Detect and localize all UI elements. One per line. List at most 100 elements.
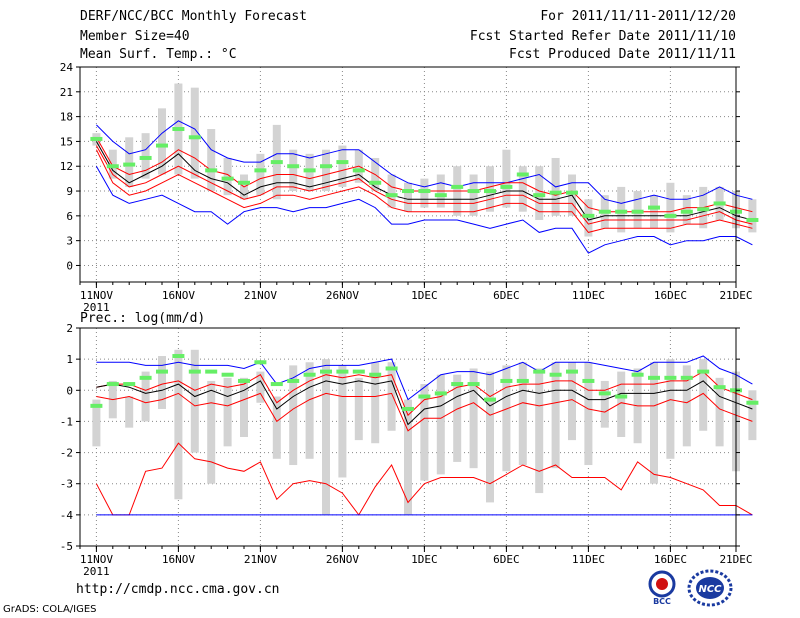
temp-lower2-line [95,149,753,233]
temp-mean-line [95,141,753,221]
temp-ytick-label: 18 [60,111,73,124]
temp-xtick-label: 21DEC [719,289,752,302]
prec-observed-marker [582,378,595,383]
website-url[interactable]: http://cmdp.ncc.cma.gov.cn [76,582,280,597]
temp-observed-marker [90,136,103,141]
temp-spread-box [518,166,527,212]
temp-observed-marker [188,135,201,140]
temp-year-label: 2011 [83,301,110,314]
prec-observed-marker [287,378,300,383]
temp-min-line [95,165,753,254]
temp-observed-marker [533,193,546,198]
produced-date: Fcst Produced Date 2011/11/11 [509,47,736,62]
temp-observed-marker [467,189,480,194]
prec-observed-marker [500,378,513,383]
temp-spread-box [666,182,675,233]
chart-title: DERF/NCC/BCC Monthly Forecast [80,9,307,24]
temp-xtick-label: 11NOV [80,289,113,302]
temp-observed-marker [238,180,250,185]
temperature-variable-label: Mean Surf. Temp.: °C [80,47,237,62]
temp-spread-box [502,149,511,208]
prec-spread-box [141,371,150,422]
prec-observed-marker [352,369,365,374]
prec-spread-box [535,368,544,494]
prec-ytick-label: -3 [60,478,73,491]
prec-ytick-label: 0 [66,384,73,397]
prec-spread-box [748,390,757,441]
temp-xtick-label: 11DEC [572,289,605,302]
prec-observed-marker [156,369,168,374]
temp-ytick-label: 3 [66,235,73,248]
prec-observed-marker [205,369,218,374]
prec-observed-marker [139,375,152,380]
temp-max-line [96,120,753,204]
temp-observed-marker [221,176,234,181]
prec-year-label: 2011 [83,565,110,578]
prec-upper-line [96,370,753,417]
forecast-period: For 2011/11/11-2011/12/20 [540,9,736,24]
temp-observed-marker [336,160,349,165]
temp-xtick-label: 1DEC [411,289,438,302]
temp-xtick-label: 16NOV [162,289,195,302]
temp-spread-box [223,157,232,196]
prec-observed-marker [172,354,185,359]
temp-observed-marker [713,201,726,206]
prec-observed-marker [648,375,660,380]
temp-xtick-label: 26NOV [326,289,359,302]
temp-observed-marker [434,193,447,198]
temp-spread-box [387,174,396,208]
temp-observed-marker [484,189,496,194]
temp-spread-box [289,149,298,192]
prec-spread-box [240,377,248,437]
prec-observed-marker [533,369,546,374]
prec-spread-box [600,380,609,428]
prec-observed-marker [254,360,267,365]
prec-observed-marker [713,385,726,390]
bcc-logo: BCC [648,570,676,606]
ncc-logo: NCC [687,569,733,607]
temp-spread-box [617,186,626,233]
temp-ytick-label: 9 [66,185,73,198]
temp-observed-marker [549,190,562,195]
prec-ytick-label: -2 [60,447,73,460]
temp-spread-box [584,199,593,237]
prec-observed-marker [270,382,283,387]
temp-spread-box [207,129,216,192]
temp-observed-marker [516,172,529,177]
temp-spread-box [158,108,166,175]
prec-spread-box [436,374,445,475]
prec-spread-box [190,349,199,453]
prec-spread-box [715,377,724,447]
prec-observed-marker [467,382,480,387]
prec-spread-box [666,359,675,459]
prec-observed-marker [90,403,103,408]
prec-xtick-label: 16DEC [654,553,687,566]
temp-spread-box [633,191,642,229]
temp-observed-marker [582,213,595,218]
temp-spread-box [338,145,347,187]
temp-observed-marker [631,209,644,214]
prec-spread-box [272,396,281,459]
prec-spread-box [289,365,298,466]
temp-observed-marker [451,184,464,189]
temp-spread-box [125,137,134,187]
temp-spread-box [420,178,429,208]
prec-observed-marker [385,366,398,371]
temp-observed-marker [205,168,218,173]
temp-spread-box [748,199,757,233]
member-size: Member Size=40 [80,29,190,44]
temp-observed-marker [369,180,382,185]
prec-observed-marker [484,397,496,402]
prec-observed-marker [746,400,759,405]
prec-spread-box [354,377,363,441]
temp-ytick-label: 12 [60,160,73,173]
prec-spread-box [420,384,429,481]
prec-ytick-label: 2 [66,322,73,335]
prec-spread-box [371,362,380,444]
temp-observed-marker [598,209,611,214]
prec-spread-box [551,362,560,469]
temp-xtick-label: 6DEC [493,289,520,302]
prec-observed-marker [238,378,250,383]
prec-observed-marker [106,382,119,387]
prec-observed-marker [664,375,677,380]
